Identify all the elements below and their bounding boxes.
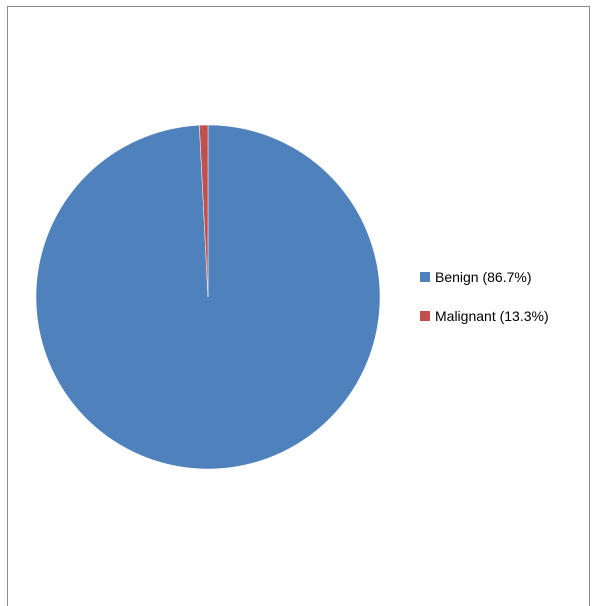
legend-label-malignant: Malignant (13.3%)	[435, 308, 549, 324]
legend-item-malignant: Malignant (13.3%)	[420, 305, 549, 327]
legend-item-benign: Benign (86.7%)	[420, 266, 549, 288]
pie-slice-malignant	[199, 124, 209, 298]
legend-label-benign: Benign (86.7%)	[435, 269, 532, 285]
chart-legend: Benign (86.7%) Malignant (13.3%)	[420, 266, 549, 344]
legend-swatch-benign	[420, 272, 430, 282]
legend-swatch-malignant	[420, 311, 430, 321]
pie-chart	[35, 124, 381, 470]
